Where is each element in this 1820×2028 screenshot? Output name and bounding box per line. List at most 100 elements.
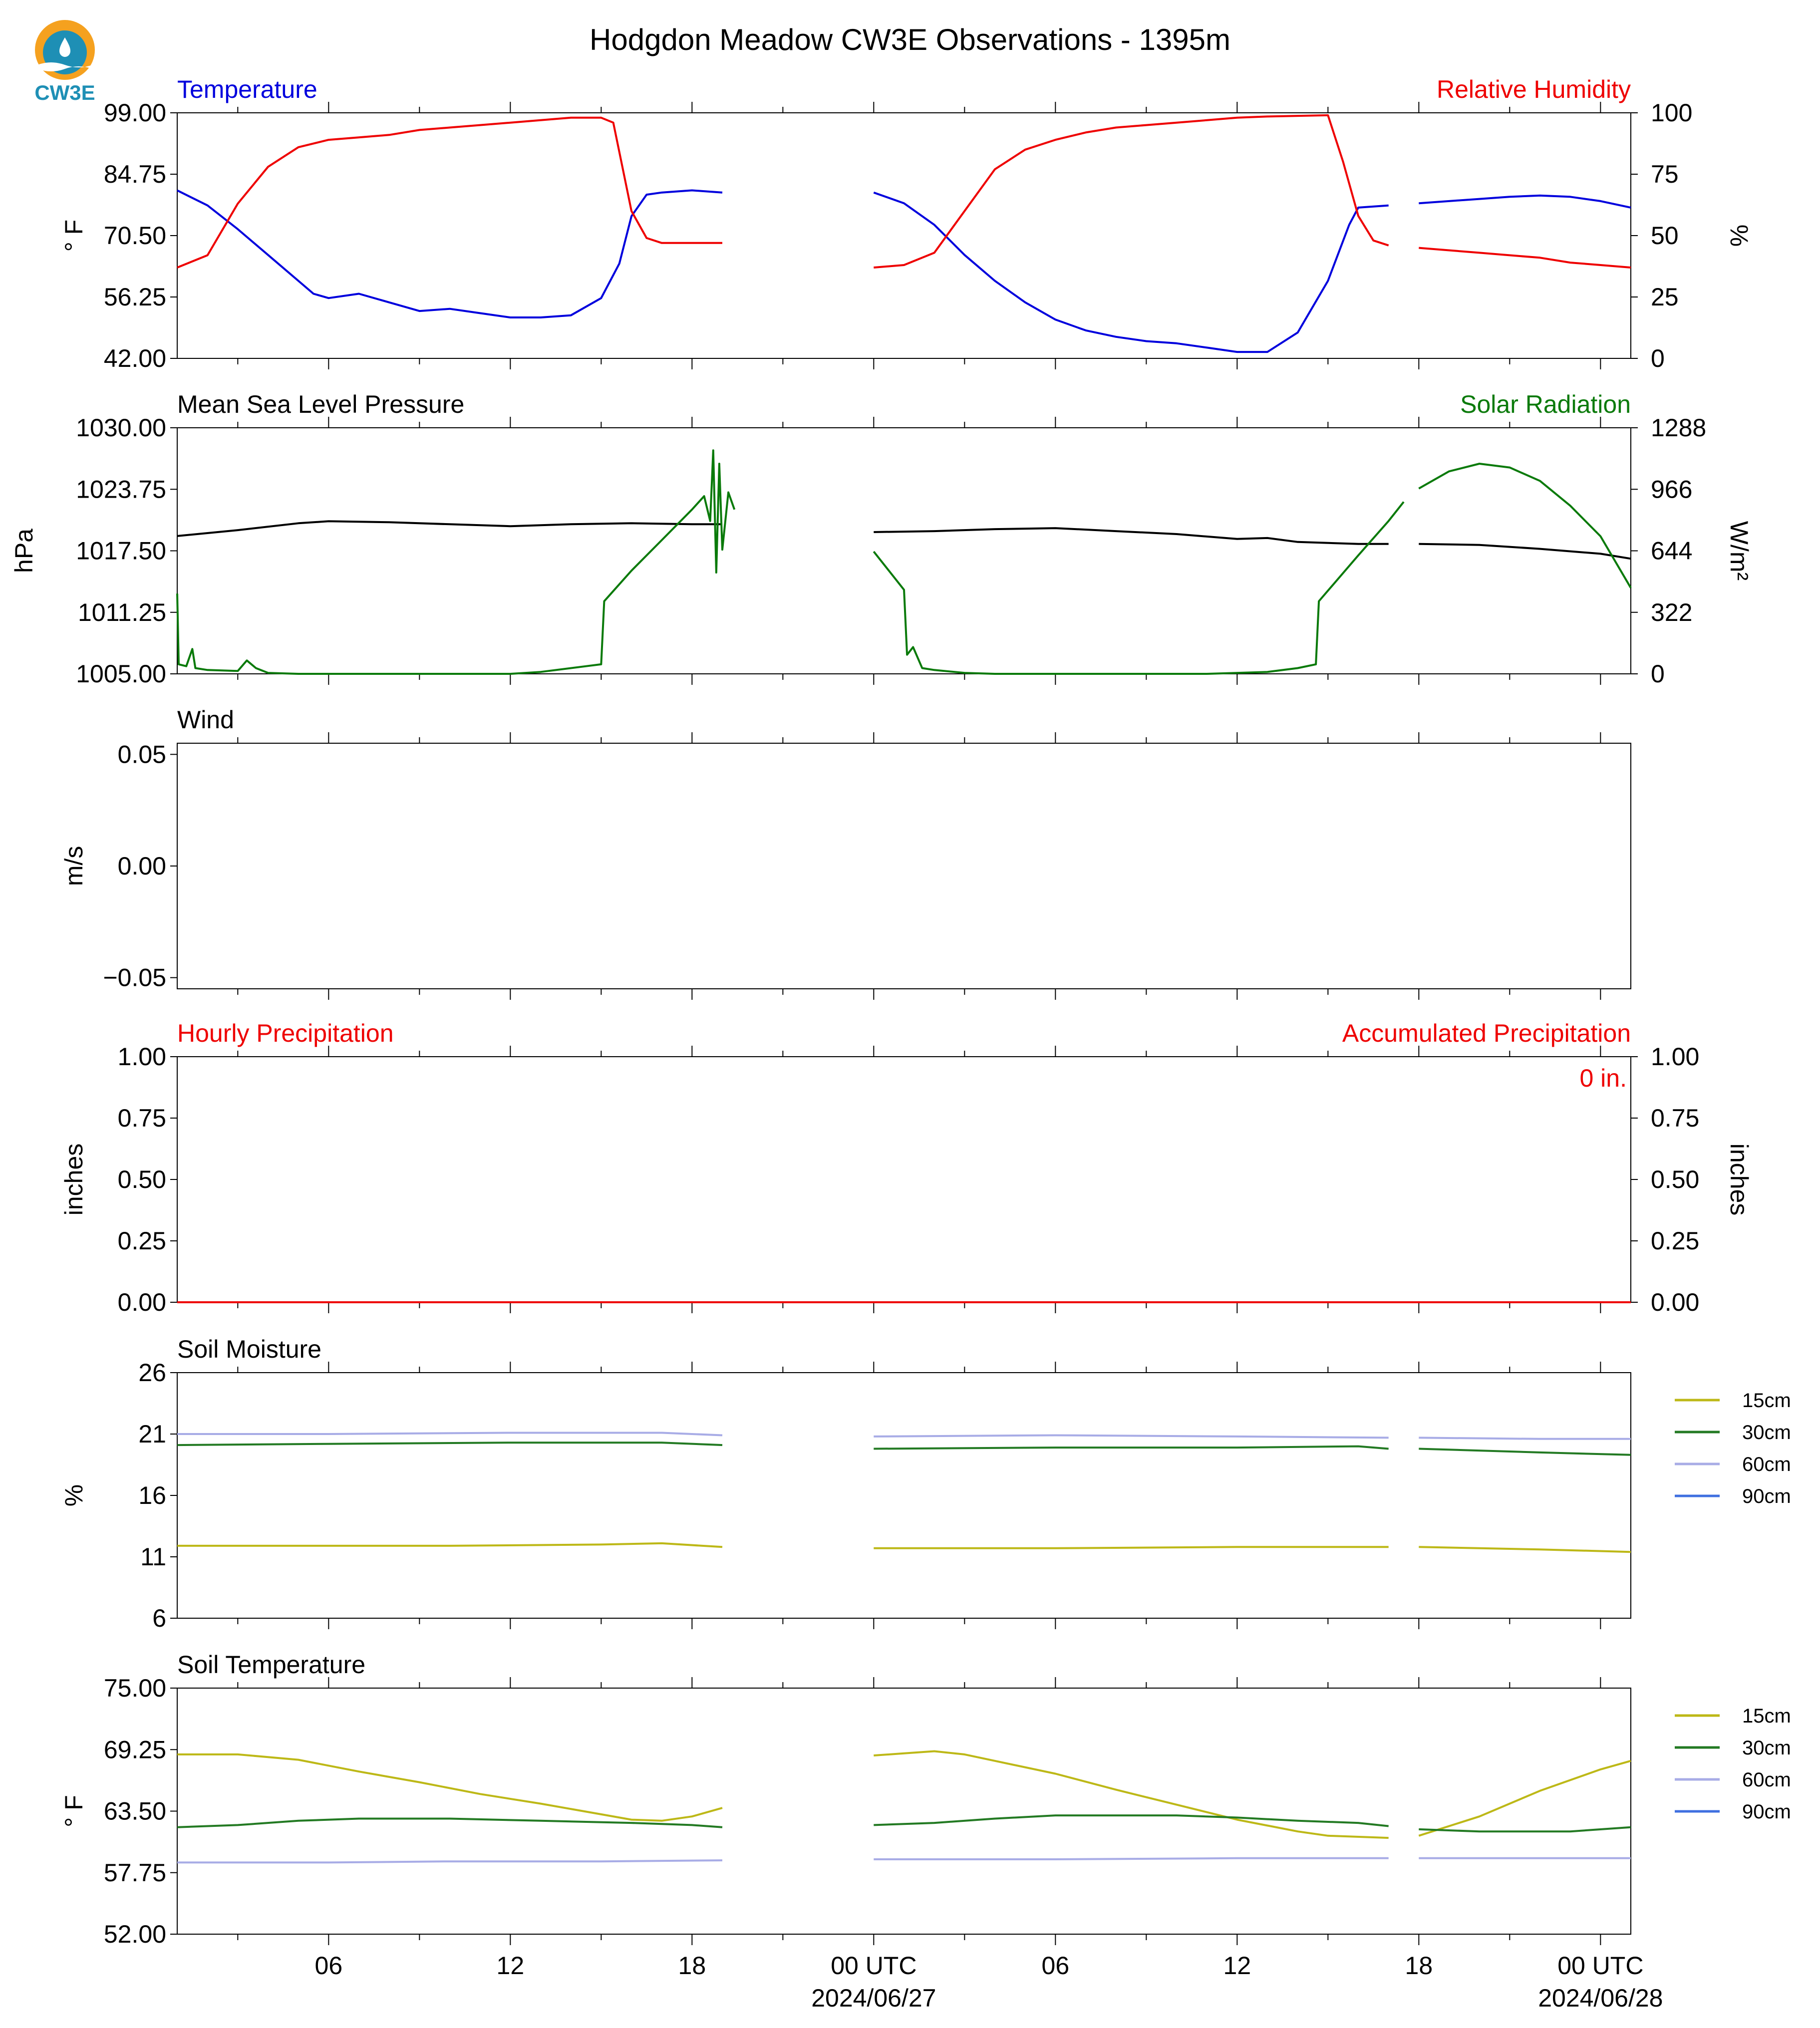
cw3e-logo: CW3E (27, 17, 102, 105)
y-tick-label-left: 11 (140, 1543, 166, 1571)
panel-title-left: Hourly Precipitation (177, 1019, 394, 1047)
legend-label: 60cm (1742, 1769, 1791, 1791)
y-tick-label-left: 0.00 (118, 1288, 166, 1316)
x-date-label: 2024/06/27 (811, 1984, 936, 2012)
y-tick-label-right: 1.00 (1651, 1043, 1699, 1071)
y-tick-label-right: 0 (1651, 344, 1665, 372)
plot-frame (177, 743, 1631, 989)
y-tick-label-left: 99.00 (104, 99, 166, 127)
legend-label: 60cm (1742, 1453, 1791, 1475)
logo-drop-icon (59, 37, 70, 57)
panel-2 (170, 417, 1638, 685)
panel-title-left: Soil Moisture (177, 1335, 321, 1363)
y-tick-label-left: 0.00 (118, 852, 166, 880)
series-line-relative-humidity (1419, 247, 1631, 269)
y-tick-label-right: 50 (1651, 222, 1679, 250)
y-tick-label-right: 0.25 (1651, 1227, 1699, 1255)
series-line-60cm (177, 1859, 723, 1864)
x-tick-label: 18 (678, 1952, 706, 1980)
y-tick-label-right: 322 (1651, 598, 1692, 626)
series-line-15cm (874, 1750, 1389, 1839)
y-tick-label-left: 57.75 (104, 1859, 166, 1887)
y-tick-label-left: 6 (152, 1604, 166, 1632)
y-tick-label-left: 84.75 (104, 160, 166, 188)
figure-title: Hodgdon Meadow CW3E Observations - 1395m (590, 23, 1230, 56)
series-line-solar-radiation (873, 501, 1405, 675)
legend-label: 15cm (1742, 1390, 1791, 1412)
x-tick-label: 12 (1223, 1952, 1251, 1980)
y-tick-label-left: 21 (138, 1420, 166, 1448)
series-line-60cm (177, 1432, 723, 1437)
y-tick-label-left: 0.50 (118, 1165, 166, 1193)
panel-6 (170, 1677, 1720, 1945)
y-tick-label-left: 1005.00 (76, 660, 166, 688)
panel-1 (170, 102, 1638, 369)
y-axis-label-left: ° F (60, 1795, 88, 1827)
y-tick-label-left: −0.05 (103, 964, 166, 992)
y-tick-label-right: 0.75 (1651, 1104, 1699, 1132)
series-line-relative-humidity (874, 114, 1389, 269)
series-line-30cm (1419, 1826, 1631, 1833)
x-tick-label: 18 (1405, 1952, 1433, 1980)
panel-title-right: Accumulated Precipitation (1342, 1019, 1631, 1047)
y-axis-label-right: inches (1725, 1144, 1753, 1216)
logo-text: CW3E (34, 81, 95, 104)
series-line-15cm (1418, 1759, 1631, 1837)
panel-title-left: Wind (177, 706, 234, 734)
y-tick-label-left: 56.25 (104, 283, 166, 311)
plot-frame (177, 1688, 1631, 1935)
series-line-30cm (874, 1814, 1389, 1827)
series-line-solar-radiation (176, 449, 736, 675)
legend-label: 15cm (1742, 1705, 1791, 1727)
y-tick-label-left: 70.50 (104, 222, 166, 250)
series-line-mean-sea-level-pressure (177, 520, 722, 537)
y-tick-label-left: 1030.00 (76, 414, 166, 442)
x-tick-label: 12 (497, 1952, 525, 1980)
legend-label: 30cm (1742, 1737, 1791, 1759)
series-line-60cm (874, 1857, 1389, 1860)
logo-wave-icon (37, 62, 92, 71)
y-tick-label-left: 1.00 (118, 1043, 166, 1071)
y-tick-label-right: 0 (1651, 660, 1665, 688)
series-line-60cm (874, 1434, 1389, 1439)
plot-frame (177, 112, 1631, 359)
series-line-temperature (873, 191, 1389, 353)
y-tick-label-left: 42.00 (104, 344, 166, 372)
panel-title-left: Mean Sea Level Pressure (177, 390, 464, 418)
y-axis-label-left: ° F (60, 220, 88, 252)
y-tick-label-right: 0.00 (1651, 1288, 1699, 1316)
y-tick-label-left: 69.25 (104, 1736, 166, 1763)
legend-label: 90cm (1742, 1801, 1791, 1823)
series-line-mean-sea-level-pressure (874, 527, 1389, 545)
x-tick-label: 00 UTC (831, 1952, 916, 1980)
y-tick-label-right: 75 (1651, 160, 1679, 188)
series-line-60cm (1419, 1437, 1631, 1440)
series-line-solar-radiation (1418, 463, 1632, 588)
panel-4 (170, 1046, 1638, 1313)
series-line-temperature (177, 189, 723, 318)
series-line-30cm (1419, 1448, 1631, 1456)
series-line-15cm (874, 1546, 1389, 1549)
panel-3 (170, 732, 1631, 1000)
panel-title-left: Temperature (177, 75, 317, 103)
y-tick-label-left: 26 (138, 1359, 166, 1387)
y-tick-label-right: 1288 (1651, 414, 1706, 442)
x-date-label: 2024/06/28 (1538, 1984, 1663, 2012)
series-line-15cm (177, 1542, 723, 1548)
y-tick-label-left: 1023.75 (76, 475, 166, 503)
plot-frame (177, 1372, 1631, 1619)
series-line-30cm (177, 1442, 723, 1447)
series-line-relative-humidity (177, 116, 722, 269)
x-tick-label: 06 (1042, 1952, 1070, 1980)
series-line-30cm (177, 1817, 723, 1828)
y-tick-label-right: 966 (1651, 475, 1692, 503)
plot-frame (177, 427, 1631, 674)
panel-title-left: Soil Temperature (177, 1651, 365, 1679)
accumulated-total-label: 0 in. (1579, 1064, 1627, 1092)
y-tick-label-left: 0.05 (118, 740, 166, 768)
y-axis-label-right: % (1725, 225, 1753, 247)
series-line-30cm (874, 1445, 1389, 1450)
y-tick-label-left: 75.00 (104, 1674, 166, 1702)
y-tick-label-left: 0.25 (118, 1227, 166, 1255)
